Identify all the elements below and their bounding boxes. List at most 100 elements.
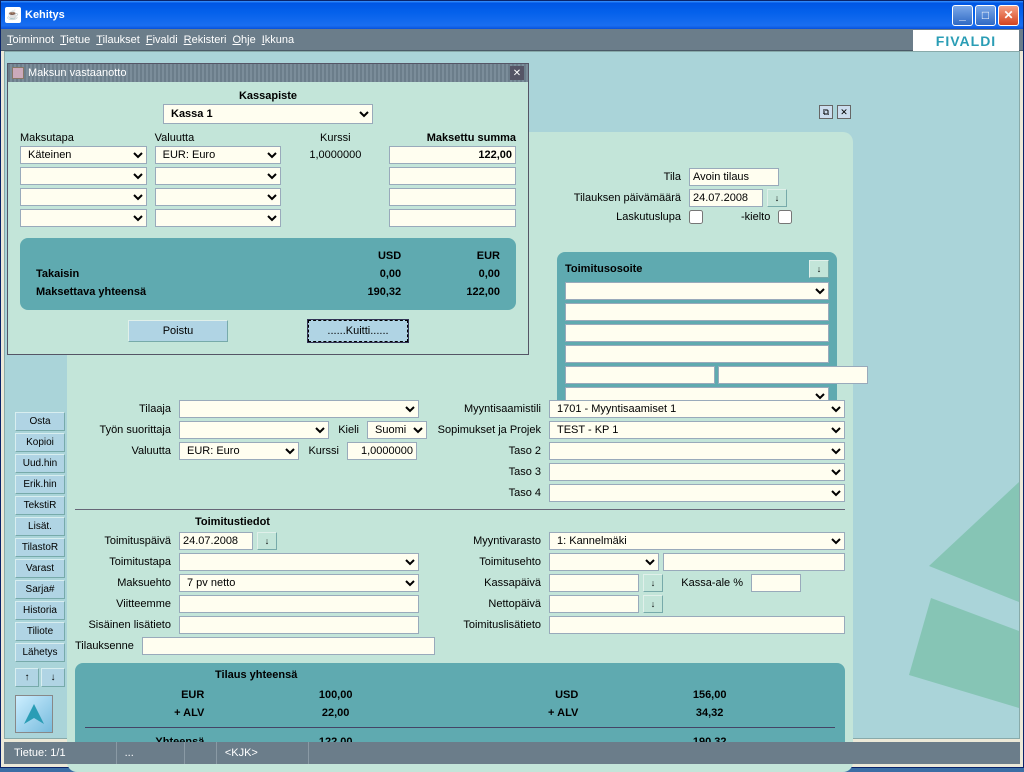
maksutapa-select-4[interactable] <box>20 209 147 227</box>
maximize-button[interactable]: □ <box>975 5 996 26</box>
addr-line2[interactable] <box>565 303 829 321</box>
sidebar: Osta Kopioi Uud.hin Erik.hin TekstiR Lis… <box>15 412 65 733</box>
ttapa-select[interactable] <box>179 553 419 571</box>
taso4-select[interactable] <box>549 484 845 502</box>
kielto-checkbox[interactable] <box>778 210 792 224</box>
viite-field[interactable] <box>179 595 419 613</box>
pvm-field[interactable] <box>689 189 763 207</box>
kale-field[interactable] <box>751 574 801 592</box>
addr-line4[interactable] <box>565 345 829 363</box>
menu-tilaukset[interactable]: Tilaukset <box>96 34 140 46</box>
dialog-titlebar[interactable]: Maksun vastaanotto ✕ <box>8 64 528 82</box>
side-tiliote[interactable]: Tiliote <box>15 622 65 641</box>
tyon-select[interactable] <box>179 421 329 439</box>
side-historia[interactable]: Historia <box>15 601 65 620</box>
dialog-totals: USDEUR Takaisin0,000,00 Maksettava yhtee… <box>20 238 516 310</box>
kurssi-label: Kurssi <box>303 445 343 457</box>
menu-ohje[interactable]: Ohje <box>232 34 255 46</box>
side-kopioi[interactable]: Kopioi <box>15 433 65 452</box>
te-select[interactable] <box>549 553 659 571</box>
tilauksenne-field[interactable] <box>142 637 435 655</box>
calendar-icon[interactable]: ↓ <box>643 595 663 613</box>
fivaldi-logo: FIVALDI <box>913 30 1019 52</box>
sis-field[interactable] <box>179 616 419 634</box>
kurssi-field[interactable] <box>347 442 417 460</box>
summa-field-2[interactable] <box>389 167 516 185</box>
decor-shape <box>929 482 1019 602</box>
dialog-close-icon[interactable]: ✕ <box>510 66 524 80</box>
arrow-up-icon[interactable]: ↑ <box>15 668 39 687</box>
taso2-select[interactable] <box>549 442 845 460</box>
side-uudhin[interactable]: Uud.hin <box>15 454 65 473</box>
mdi-restore-icon[interactable]: ⧉ <box>819 105 833 119</box>
side-sarja[interactable]: Sarja# <box>15 580 65 599</box>
summa-field-3[interactable] <box>389 188 516 206</box>
menu-tietue[interactable]: Tietue <box>60 34 90 46</box>
kp-field[interactable] <box>549 574 639 592</box>
addr-expand-icon[interactable]: ↓ <box>809 260 829 278</box>
summa-field-4[interactable] <box>389 209 516 227</box>
tila-field[interactable] <box>689 168 779 186</box>
dlg-valuutta-select-4[interactable] <box>155 209 282 227</box>
eur-header: EUR <box>407 248 504 264</box>
arrow-down-icon[interactable]: ↓ <box>41 668 65 687</box>
addr-line1[interactable] <box>565 282 829 300</box>
menubar[interactable]: Toiminnot Tietue Tilaukset Fivaldi Rekis… <box>1 29 1023 51</box>
kieli-label: Kieli <box>333 424 363 436</box>
takaisin-usd: 0,00 <box>308 266 405 282</box>
side-tekstir[interactable]: TekstiR <box>15 496 65 515</box>
mv-select[interactable]: 1: Kannelmäki <box>549 532 845 550</box>
sop-select[interactable]: TEST - KP 1 <box>549 421 845 439</box>
tpv-field[interactable] <box>179 532 253 550</box>
side-logo-icon[interactable] <box>15 695 53 733</box>
side-lahetys[interactable]: Lähetys <box>15 643 65 662</box>
maksu-select[interactable]: 7 pv netto <box>179 574 419 592</box>
maksu-label: Maksuehto <box>75 577 175 589</box>
kassa-select[interactable]: Kassa 1 <box>163 104 373 124</box>
minimize-button[interactable]: _ <box>952 5 973 26</box>
kielto-label: -kielto <box>741 211 774 223</box>
dlg-valuutta-select-3[interactable] <box>155 188 282 206</box>
side-erikhin[interactable]: Erik.hin <box>15 475 65 494</box>
side-tilastor[interactable]: TilastoR <box>15 538 65 557</box>
dlg-valuutta-select-2[interactable] <box>155 167 282 185</box>
te-field[interactable] <box>663 553 845 571</box>
valuutta-select[interactable]: EUR: Euro <box>179 442 299 460</box>
np-field[interactable] <box>549 595 639 613</box>
menu-rekisteri[interactable]: Rekisteri <box>184 34 227 46</box>
side-osta[interactable]: Osta <box>15 412 65 431</box>
mdi-close-icon[interactable]: ✕ <box>837 105 851 119</box>
kuitti-button[interactable]: ......Kuitti...... <box>308 320 408 342</box>
delivery-address-box: Toimitusosoite ↓ <box>557 252 837 416</box>
summa-field[interactable] <box>389 146 516 164</box>
kieli-select[interactable]: Suomi <box>367 421 427 439</box>
poistu-button[interactable]: Poistu <box>128 320 228 342</box>
side-lisat[interactable]: Lisät. <box>15 517 65 536</box>
calendar-icon[interactable]: ↓ <box>257 532 277 550</box>
addr-zip[interactable] <box>565 366 715 384</box>
sop-label: Sopimukset ja Projek <box>435 424 545 436</box>
maksutapa-select[interactable]: Käteinen <box>20 146 147 164</box>
menu-ikkuna[interactable]: Ikkuna <box>262 34 294 46</box>
dlg-valuutta-select[interactable]: EUR: Euro <box>155 146 282 164</box>
tilaaja-select[interactable] <box>179 400 419 418</box>
tl-field[interactable] <box>549 616 845 634</box>
addr-line3[interactable] <box>565 324 829 342</box>
viite-label: Viitteemme <box>75 598 175 610</box>
close-button[interactable]: ✕ <box>998 5 1019 26</box>
lupa-checkbox[interactable] <box>689 210 703 224</box>
titlebar[interactable]: ☕ Kehitys _ □ ✕ <box>1 1 1023 29</box>
addr-city[interactable] <box>718 366 868 384</box>
tilauksenne-label: Tilauksenne <box>75 640 138 652</box>
maksutapa-select-2[interactable] <box>20 167 147 185</box>
calendar-icon[interactable]: ↓ <box>767 189 787 207</box>
calendar-icon[interactable]: ↓ <box>643 574 663 592</box>
side-varast[interactable]: Varast <box>15 559 65 578</box>
taso3-select[interactable] <box>549 463 845 481</box>
taso3-label: Taso 3 <box>435 466 545 478</box>
maksutapa-label: Maksutapa <box>20 132 147 144</box>
menu-fivaldi[interactable]: Fivaldi <box>146 34 178 46</box>
menu-toiminnot[interactable]: Toiminnot <box>7 34 54 46</box>
maksutapa-select-3[interactable] <box>20 188 147 206</box>
mst-select[interactable]: 1701 - Myyntisaamiset 1 <box>549 400 845 418</box>
